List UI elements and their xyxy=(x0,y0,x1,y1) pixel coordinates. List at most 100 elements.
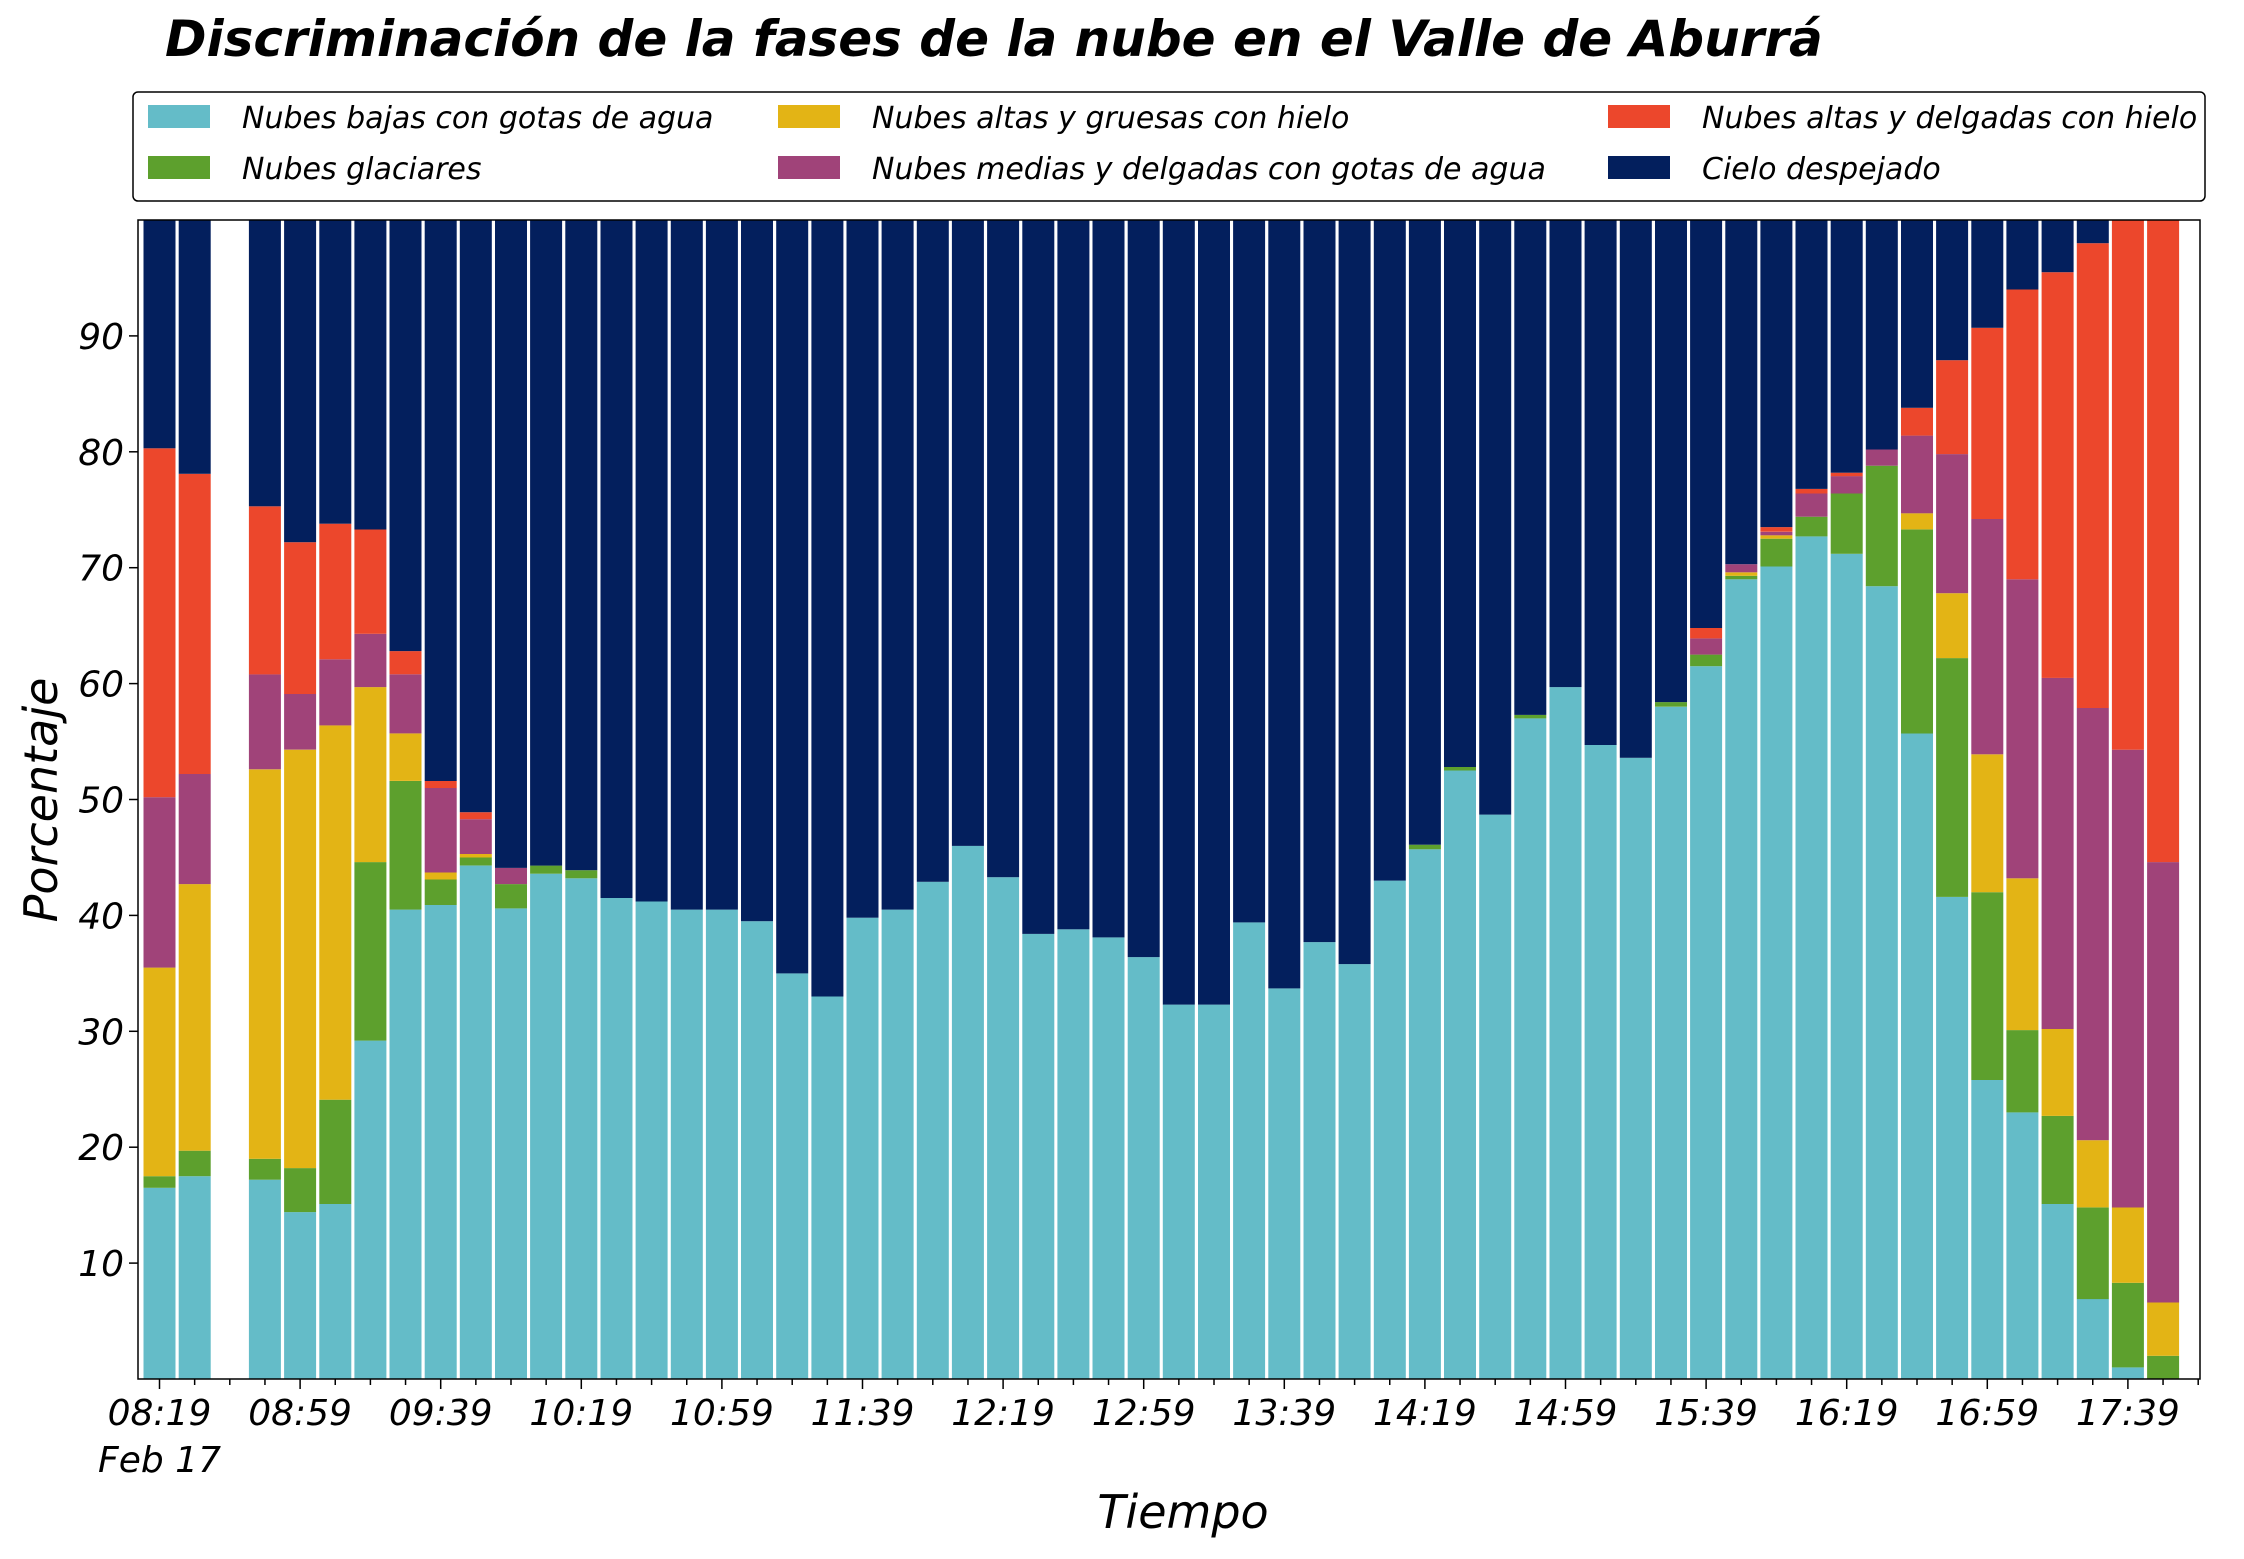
bar-segment xyxy=(1655,706,1687,1379)
bar-segment xyxy=(1022,220,1055,934)
bar-segment xyxy=(1760,531,1793,536)
bar-segment xyxy=(389,220,422,652)
bar-segment xyxy=(951,845,984,1379)
bar-segment xyxy=(424,905,457,1379)
bar-segment xyxy=(248,220,281,507)
x-tick-label: 16:59 xyxy=(1935,1393,2039,1434)
bar-segment xyxy=(459,865,492,1379)
bar-segment xyxy=(319,523,352,660)
bar-segment xyxy=(1408,220,1441,845)
bar-segment xyxy=(1865,586,1898,1379)
bar-segment xyxy=(1162,220,1195,1005)
plot-area xyxy=(137,219,2201,1380)
x-tick-label: 15:39 xyxy=(1654,1393,1758,1434)
bar-segment xyxy=(2006,878,2039,1031)
bar-segment xyxy=(1760,535,1793,539)
bar-segment xyxy=(1795,220,1828,489)
bar-segment xyxy=(1373,880,1406,1379)
bar-segment xyxy=(178,1150,211,1177)
bar-segment xyxy=(1971,892,2004,1080)
bar-segment xyxy=(1936,454,1969,594)
bar-segment xyxy=(1760,538,1793,567)
x-tick-label: 14:59 xyxy=(1514,1393,1618,1434)
y-tick-label: 60 xyxy=(78,665,124,706)
bar-segment xyxy=(1725,220,1758,565)
x-tick-label: 11:39 xyxy=(811,1393,915,1434)
bar-segment xyxy=(776,220,809,974)
bar-segment xyxy=(1444,770,1476,1379)
legend-swatch xyxy=(148,156,210,179)
x-tick-label: 08:19 xyxy=(108,1393,212,1434)
bar-segment xyxy=(1865,449,1898,466)
bar-segment xyxy=(1795,536,1828,1379)
x-tick-label: 12:59 xyxy=(1092,1393,1196,1434)
bar-segment xyxy=(705,220,738,910)
bar-segment xyxy=(2111,220,2144,750)
bar-segment xyxy=(2006,220,2039,290)
bar-segment xyxy=(1233,220,1266,923)
bar-segment xyxy=(143,797,176,968)
bar-segment xyxy=(1092,220,1125,938)
bar-segment xyxy=(424,781,457,788)
y-tick-label: 40 xyxy=(78,896,124,937)
bar-segment xyxy=(459,812,492,820)
bar-segment xyxy=(1338,964,1371,1379)
bar-segment xyxy=(530,865,563,874)
bar-segment xyxy=(2111,1282,2144,1368)
bar-segment xyxy=(1479,220,1512,815)
bar-segment xyxy=(1549,220,1582,688)
bar-segment xyxy=(495,867,527,885)
bar-segment xyxy=(1936,593,1969,659)
bar-segment xyxy=(1690,666,1723,1379)
bar-segment xyxy=(1584,220,1617,745)
bar-segment xyxy=(354,862,387,1041)
bar-segment xyxy=(1444,767,1476,771)
bar-segment xyxy=(2041,1115,2074,1204)
legend-swatch xyxy=(1608,105,1670,128)
bar-segment xyxy=(2041,677,2074,1029)
bar-segment xyxy=(1725,575,1758,580)
bar-segment xyxy=(284,694,317,750)
bar-segment xyxy=(459,857,492,866)
bar-segment xyxy=(248,769,281,1159)
bar-segment xyxy=(459,819,492,854)
bar-segment xyxy=(2147,1355,2180,1379)
bar-segment xyxy=(178,220,211,474)
bar-segment xyxy=(178,1176,211,1379)
bar-segment xyxy=(1795,516,1828,537)
bar-segment xyxy=(951,220,984,846)
bar-segment xyxy=(1760,220,1793,528)
y-tick-label: 90 xyxy=(78,317,124,358)
bar-segment xyxy=(811,996,844,1379)
bar-segment xyxy=(635,901,668,1379)
bar-segment xyxy=(2006,289,2039,580)
y-tick-label: 10 xyxy=(78,1244,124,1285)
bar-segment xyxy=(2111,1207,2144,1283)
bar-segment xyxy=(600,220,633,898)
bar-segment xyxy=(565,878,598,1379)
legend-label: Nubes altas y delgadas con hielo xyxy=(1702,101,2197,136)
bar-segment xyxy=(2147,220,2180,863)
bar-segment xyxy=(741,220,773,922)
bar-segment xyxy=(354,687,387,863)
bar-segment xyxy=(389,909,422,1379)
legend-label: Nubes bajas con gotas de agua xyxy=(242,101,713,136)
bar-segment xyxy=(811,220,844,997)
bar-segment xyxy=(2076,1299,2109,1379)
x-tick-label: 10:19 xyxy=(529,1393,633,1434)
bar-segment xyxy=(1865,465,1898,587)
bar-segment xyxy=(1233,922,1266,1379)
bar-segment xyxy=(2041,1204,2074,1379)
bar-segment xyxy=(1198,220,1230,1005)
bar-segment xyxy=(319,725,352,1100)
bar-segment xyxy=(1619,220,1652,758)
bar-segment xyxy=(1971,754,2004,893)
bar-segment xyxy=(284,1212,317,1379)
legend-label: Nubes glaciares xyxy=(242,152,482,187)
bar-segment xyxy=(1760,527,1793,532)
bar-segment xyxy=(1022,933,1055,1379)
x-tick-label: 16:19 xyxy=(1795,1393,1899,1434)
bar-segment xyxy=(776,973,809,1379)
bar-segment xyxy=(530,220,563,866)
bar-segment xyxy=(1690,654,1723,667)
